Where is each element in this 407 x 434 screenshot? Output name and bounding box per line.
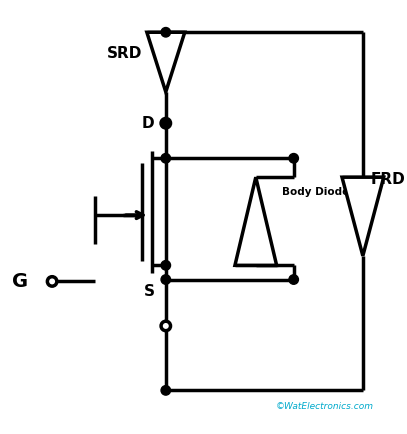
Circle shape: [161, 386, 171, 395]
Circle shape: [289, 154, 298, 163]
Circle shape: [289, 275, 298, 284]
Circle shape: [161, 118, 171, 128]
Circle shape: [47, 277, 57, 286]
Text: Body Diode: Body Diode: [282, 187, 350, 197]
Text: FRD: FRD: [370, 172, 405, 187]
Polygon shape: [342, 177, 384, 256]
Circle shape: [161, 27, 171, 37]
Text: G: G: [12, 272, 28, 291]
Circle shape: [161, 275, 171, 284]
Polygon shape: [235, 177, 277, 265]
Circle shape: [161, 154, 171, 163]
Circle shape: [161, 321, 171, 331]
Polygon shape: [147, 32, 185, 92]
Text: D: D: [142, 116, 154, 131]
Circle shape: [161, 260, 171, 270]
Text: SRD: SRD: [107, 46, 142, 62]
Text: ©WatElectronics.com: ©WatElectronics.com: [276, 402, 374, 411]
Circle shape: [161, 118, 171, 128]
Text: S: S: [143, 284, 154, 299]
